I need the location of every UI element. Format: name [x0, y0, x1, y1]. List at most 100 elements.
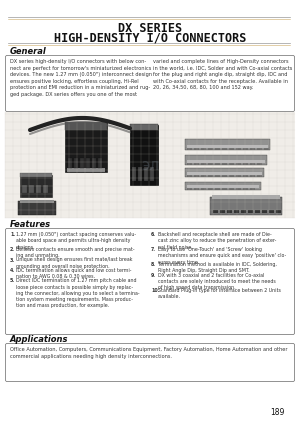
- Bar: [215, 188, 220, 190]
- Text: Features: Features: [10, 220, 51, 229]
- Text: 4.: 4.: [10, 268, 15, 273]
- Bar: [144, 167, 148, 181]
- Text: 1.27 mm (0.050") contact spacing conserves valu-
able board space and permits ul: 1.27 mm (0.050") contact spacing conserv…: [16, 232, 136, 249]
- Text: 8.: 8.: [151, 262, 156, 267]
- Bar: [229, 188, 234, 190]
- Bar: [234, 210, 239, 213]
- Bar: [229, 163, 234, 165]
- Bar: [222, 188, 227, 190]
- Text: 6.: 6.: [151, 232, 156, 237]
- Bar: [269, 210, 274, 213]
- Bar: [215, 175, 220, 177]
- Text: Bellows contacts ensure smooth and precise mat-
ing and unmating.: Bellows contacts ensure smooth and preci…: [16, 247, 135, 258]
- Bar: [187, 175, 192, 177]
- Bar: [222, 148, 227, 150]
- Bar: [187, 160, 265, 163]
- Bar: [130, 125, 158, 185]
- Bar: [257, 148, 262, 150]
- Bar: [194, 148, 199, 150]
- Text: Applications: Applications: [10, 335, 68, 344]
- Bar: [201, 163, 206, 165]
- Bar: [65, 122, 107, 172]
- Text: 189: 189: [271, 408, 285, 417]
- Bar: [92, 158, 96, 168]
- Bar: [243, 148, 248, 150]
- Bar: [132, 167, 136, 181]
- Text: Unique shell design ensures first mate/last break
grounding and overall noise pr: Unique shell design ensures first mate/l…: [16, 258, 133, 269]
- Text: DX with 3 coaxial and 2 facilities for Co-axial
contacts are solely introduced t: DX with 3 coaxial and 2 facilities for C…: [158, 272, 276, 290]
- Bar: [185, 155, 267, 165]
- Text: Office Automation, Computers, Communications Equipment, Factory Automation, Home: Office Automation, Computers, Communicat…: [10, 347, 287, 359]
- Bar: [236, 188, 241, 190]
- Bar: [236, 148, 241, 150]
- Bar: [201, 175, 206, 177]
- Bar: [20, 173, 52, 177]
- Text: 9.: 9.: [151, 272, 156, 278]
- Bar: [255, 210, 260, 213]
- Bar: [222, 163, 227, 165]
- Bar: [208, 163, 213, 165]
- Bar: [29, 185, 34, 193]
- Bar: [20, 175, 52, 197]
- Bar: [194, 163, 199, 165]
- FancyBboxPatch shape: [5, 56, 295, 111]
- Bar: [276, 210, 281, 213]
- Bar: [241, 210, 246, 213]
- Bar: [194, 188, 199, 190]
- FancyBboxPatch shape: [5, 229, 295, 334]
- Bar: [262, 210, 267, 213]
- Text: Direct IDC termination of 1.27 mm pitch cable and
loose piece contacts is possib: Direct IDC termination of 1.27 mm pitch …: [16, 278, 140, 309]
- Bar: [229, 148, 234, 150]
- Bar: [257, 163, 262, 165]
- Bar: [130, 124, 158, 130]
- Bar: [215, 163, 220, 165]
- Text: 7.: 7.: [151, 247, 156, 252]
- Bar: [43, 185, 48, 193]
- Bar: [68, 158, 72, 168]
- Text: 3.: 3.: [10, 258, 15, 263]
- Text: Standard Plug-in type for interface between 2 Units
available.: Standard Plug-in type for interface betw…: [158, 288, 281, 299]
- Bar: [227, 210, 232, 213]
- Text: DX SERIES: DX SERIES: [118, 22, 182, 35]
- Bar: [98, 158, 102, 168]
- Bar: [248, 210, 253, 213]
- Bar: [201, 148, 206, 150]
- Text: 5.: 5.: [10, 278, 15, 283]
- Bar: [212, 195, 280, 199]
- Bar: [185, 139, 270, 150]
- Bar: [243, 175, 248, 177]
- Bar: [243, 188, 248, 190]
- Bar: [208, 188, 213, 190]
- Bar: [257, 175, 262, 177]
- Text: 1.: 1.: [10, 232, 15, 237]
- Text: 10.: 10.: [151, 288, 160, 293]
- Bar: [213, 210, 218, 213]
- Bar: [210, 197, 282, 215]
- Bar: [187, 163, 192, 165]
- Bar: [187, 188, 192, 190]
- Bar: [243, 163, 248, 165]
- Bar: [208, 175, 213, 177]
- Text: DX series high-density I/O connectors with below con-
nect are perfect for tomor: DX series high-density I/O connectors wi…: [10, 59, 152, 96]
- Bar: [22, 185, 27, 193]
- Bar: [194, 175, 199, 177]
- Bar: [187, 145, 268, 148]
- Bar: [208, 148, 213, 150]
- Bar: [220, 210, 225, 213]
- Bar: [250, 188, 255, 190]
- Bar: [236, 175, 241, 177]
- Bar: [18, 201, 56, 215]
- Bar: [80, 158, 84, 168]
- Bar: [67, 168, 105, 172]
- Bar: [5, 112, 295, 218]
- Text: Termination method is available in IDC, Soldering,
Right Angle Dip, Straight Dip: Termination method is available in IDC, …: [158, 262, 277, 273]
- Bar: [264, 148, 269, 150]
- Text: varied and complete lines of High-Density connectors
in the world, i.e. IDC, Sol: varied and complete lines of High-Densit…: [153, 59, 292, 90]
- Text: Backshell and receptacle shell are made of Die-
cast zinc alloy to reduce the pe: Backshell and receptacle shell are made …: [158, 232, 276, 249]
- Bar: [20, 200, 54, 203]
- Bar: [187, 185, 259, 188]
- Bar: [187, 172, 262, 175]
- Text: General: General: [10, 47, 47, 56]
- Bar: [138, 167, 142, 181]
- Bar: [36, 185, 41, 193]
